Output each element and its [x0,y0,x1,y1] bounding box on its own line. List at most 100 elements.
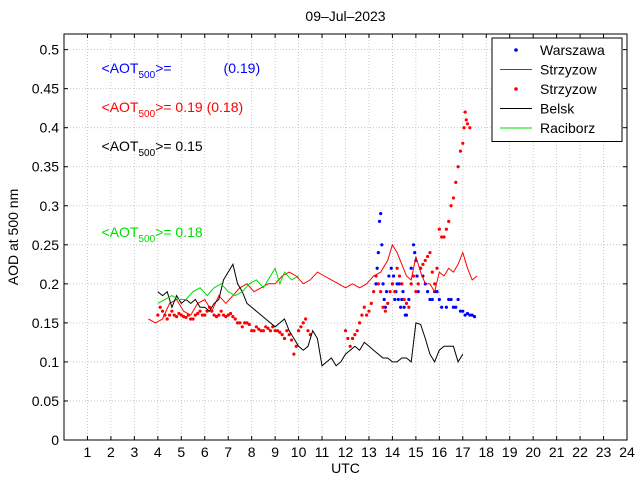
data-point [247,322,251,327]
data-point [165,317,169,321]
y-axis-title: AOD at 500 nm [5,189,21,286]
data-point [390,282,395,286]
data-point [365,313,369,317]
data-point [458,309,463,313]
aot-annotation: <AOT500>= 0.15 [102,138,203,159]
y-tick-label: 0 [51,432,59,448]
data-point [355,329,359,333]
data-point [409,282,413,286]
data-point [415,274,419,278]
aot-annotation: <AOT500>= 0.19 (0.18) [102,99,244,120]
data-point [462,126,466,130]
data-point [257,327,261,331]
data-point [212,313,216,317]
x-tick-label: 8 [248,444,256,460]
x-tick-label: 23 [596,444,612,460]
x-tick-label: 3 [130,444,138,460]
data-point [221,313,226,317]
data-point [353,332,357,337]
x-tick-label: 11 [315,444,330,460]
data-point [343,329,348,333]
y-tick-label: 0.35 [32,159,59,175]
data-point [465,311,470,316]
data-point [259,329,263,333]
data-point [158,305,162,309]
data-point [421,262,425,266]
x-tick-label: 13 [361,444,377,460]
legend-box [491,37,623,142]
data-point [243,321,247,325]
data-point [454,180,458,184]
data-point [395,282,399,286]
data-point [170,309,174,313]
data-point [426,254,430,259]
data-point [468,313,472,317]
data-point [470,313,474,317]
data-point [231,315,235,319]
x-axis-title: UTC [331,460,360,476]
data-point [402,305,406,309]
data-point [411,243,416,247]
data-point [418,266,423,270]
data-point [393,297,397,302]
x-tick-label: 12 [338,444,354,460]
data-point [447,297,451,302]
data-point [444,227,448,231]
x-tick-label: 1 [84,444,92,460]
aot-annotation: <AOT500>= 0.18 [102,224,203,245]
legend-label: Strzyzow [540,62,598,78]
data-point [292,352,296,356]
data-point [433,282,437,286]
x-tick-label: 14 [385,444,401,460]
x-tick-label: 5 [177,444,185,460]
x-tick-label: 19 [502,444,518,460]
data-point [348,344,352,348]
data-point [282,336,287,341]
data-point [428,297,432,302]
data-point [299,325,303,329]
data-point [463,110,467,114]
y-tick-label: 0.05 [32,393,59,409]
data-point [285,329,289,333]
data-point [294,344,298,348]
x-tick-label: 24 [619,444,635,460]
data-point [233,317,237,321]
y-tick-label: 0.5 [40,42,60,58]
data-point [461,309,465,313]
x-tick-label: 18 [478,444,494,460]
data-point [451,196,456,200]
data-point [360,313,364,317]
data-point [397,282,402,286]
data-point [423,258,427,263]
data-point [280,332,284,337]
data-point [374,274,378,278]
data-point [389,266,393,270]
x-tick-label: 15 [408,444,424,460]
data-point [235,321,240,325]
data-point [451,305,456,309]
data-point [381,282,385,286]
data-point [376,282,380,286]
data-point [357,321,362,325]
data-point [198,309,202,313]
data-point [379,290,383,294]
data-point [289,338,294,342]
data-point [381,305,385,309]
data-point [444,305,448,309]
data-point [287,332,291,337]
y-tick-label: 0.45 [32,81,59,97]
x-tick-label: 17 [455,444,471,460]
data-point [449,297,453,302]
data-point [350,336,355,341]
series-belsk-line [157,262,464,367]
data-point [200,313,205,317]
data-point [367,309,371,313]
x-tick-label: 9 [271,444,279,460]
data-point [402,297,406,302]
data-point [393,290,397,294]
data-point [228,311,233,316]
legend-label: Belsk [540,101,575,117]
data-point [167,313,172,317]
data-point [250,329,254,333]
